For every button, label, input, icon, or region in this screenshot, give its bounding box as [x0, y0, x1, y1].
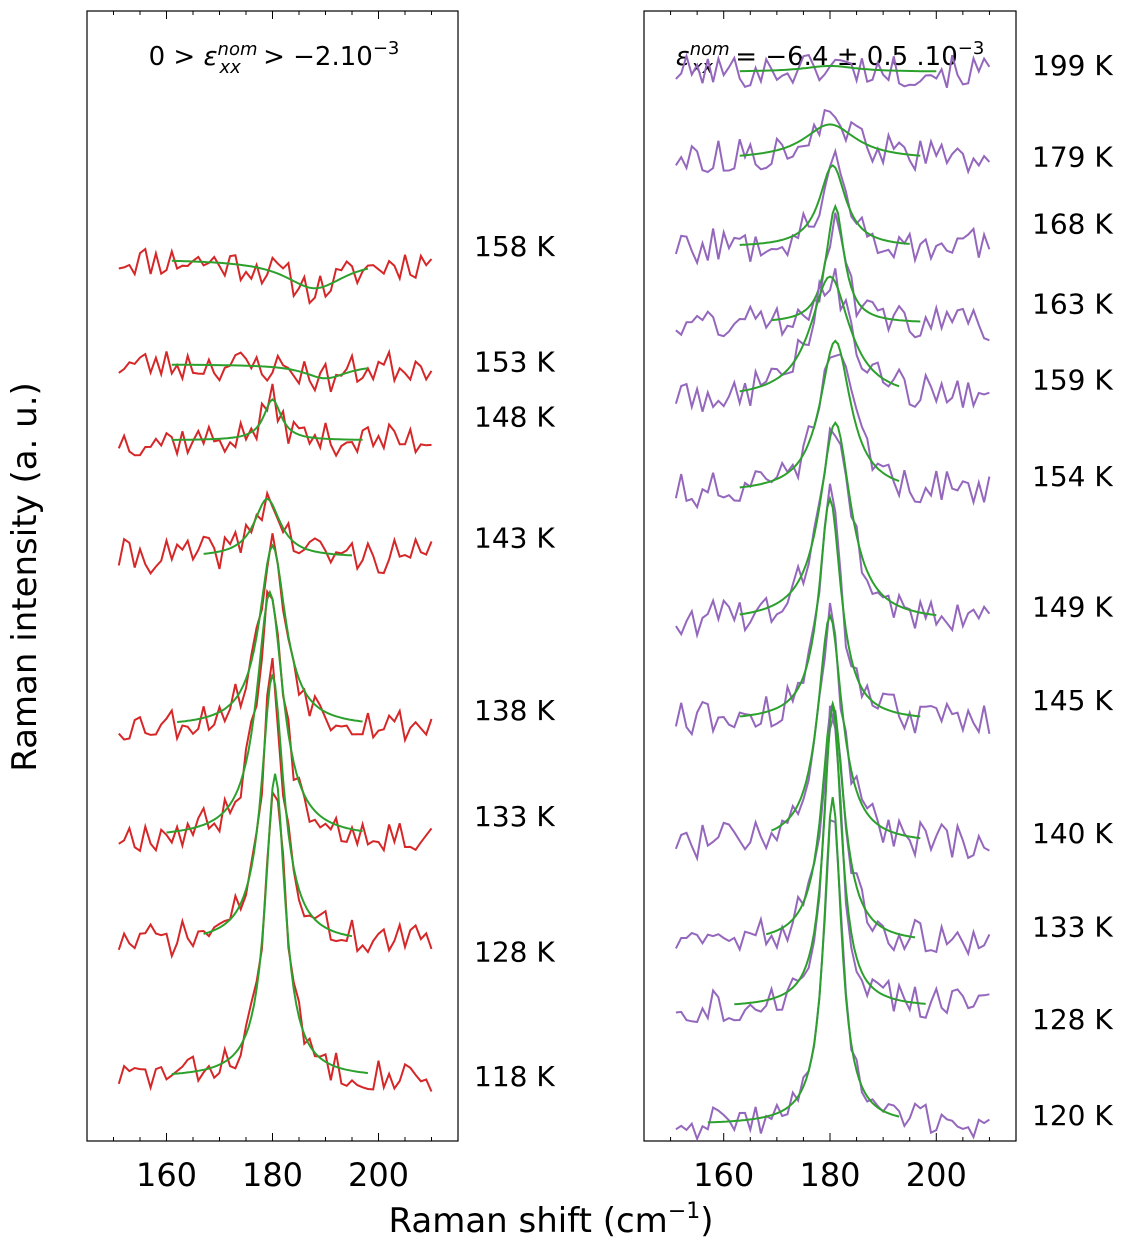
spectrum-line-140K [674, 602, 990, 862]
spectrum-line-179K [675, 108, 991, 175]
spectrum-line-128K [117, 657, 433, 960]
spectrum-line-148K [117, 383, 432, 458]
fit-line-128K [203, 674, 353, 938]
x-tick-label: 180 [799, 1156, 860, 1194]
fit-line-154K [739, 339, 900, 489]
spectrum-line-154K [674, 353, 991, 510]
fit-line-120K [707, 797, 900, 1124]
spectrum-line-143K [117, 489, 433, 576]
temperature-label: 120 K [1032, 1099, 1113, 1132]
temperature-label: 179 K [1032, 141, 1113, 174]
temperature-label: 133 K [474, 800, 555, 833]
left-spectra [117, 247, 433, 1092]
fit-line-159K [739, 275, 900, 393]
temperature-label: 128 K [474, 935, 555, 968]
x-tick-label: 160 [136, 1156, 197, 1194]
right-temperature-labels: 199 K 179 K 168 K 163 K 159 K 154 K 149 K 145 K… [1032, 49, 1113, 1132]
fit-line-163K [771, 203, 921, 323]
x-tick-label: 200 [906, 1156, 967, 1194]
temperature-label: 145 K [1032, 684, 1113, 717]
temperature-label: 140 K [1032, 817, 1113, 850]
spectrum-line-118K [117, 789, 433, 1092]
spectrum-line-145K [674, 483, 991, 737]
spectrum-line-199K [675, 52, 991, 88]
fit-line-133K [765, 699, 916, 939]
left-panel: 0 > εnom xx > −2.10−3 160 180 200 158 K 153 … [86, 10, 555, 1194]
temperature-label: 143 K [474, 521, 555, 554]
spectrum-line-128K [675, 705, 990, 1024]
spectrum-line-158K [118, 247, 433, 306]
fit-line-158K [171, 259, 369, 290]
left-x-ticks: 160 180 200 [113, 11, 432, 1194]
temperature-label: 149 K [1032, 591, 1113, 624]
spectrum-line-133K [118, 588, 433, 853]
temperature-label: 158 K [474, 230, 555, 263]
temperature-label: 163 K [1032, 287, 1113, 320]
temperature-label: 154 K [1032, 460, 1113, 493]
fit-line-168K [739, 164, 910, 246]
fit-line-145K [739, 495, 921, 718]
x-tick-label: 160 [693, 1156, 754, 1194]
fit-line-148K [171, 398, 363, 441]
temperature-label: 118 K [474, 1060, 555, 1093]
fit-line-140K [771, 612, 921, 840]
fit-line-179K [739, 123, 921, 157]
fit-line-118K [171, 773, 369, 1075]
fit-line-133K [166, 589, 363, 834]
temperature-label: 128 K [1032, 1003, 1113, 1036]
spectrum-line-138K [118, 533, 433, 744]
x-tick-label: 200 [348, 1156, 409, 1194]
spectrum-line-133K [675, 709, 991, 957]
fit-line-128K [734, 703, 926, 1006]
x-tick-label: 180 [242, 1156, 303, 1194]
left-temperature-labels: 158 K 153 K 148 K 143 K 138 K 133 K 128 K 118 K [474, 230, 555, 1093]
spectrum-line-168K [674, 147, 991, 266]
temperature-label: 199 K [1032, 49, 1113, 82]
fit-line-138K [176, 543, 363, 724]
right-plot-frame [643, 10, 1017, 1142]
temperature-label: 159 K [1032, 363, 1113, 396]
spectrum-line-120K [675, 818, 990, 1142]
right-panel: εnom xx = −6.4 ± 0.5 .10−3 160 180 200 199 … [643, 10, 1113, 1194]
fit-line-153K [171, 363, 369, 380]
fit-line-149K [739, 420, 937, 617]
temperature-label: 148 K [474, 400, 555, 433]
temperature-label: 133 K [1032, 910, 1113, 943]
temperature-label: 153 K [474, 345, 555, 378]
spectrum-line-149K [675, 426, 991, 639]
spectrum-line-159K [674, 268, 990, 412]
temperature-label: 168 K [1032, 207, 1113, 240]
right-spectra [674, 52, 991, 1142]
fit-line-143K [203, 497, 353, 557]
spectrum-line-163K [675, 212, 990, 342]
left-panel-title: 0 > εnom xx > −2.10−3 [149, 38, 400, 78]
left-plot-frame [86, 10, 459, 1142]
x-axis-label: Raman shift (cm−1) [388, 1199, 713, 1241]
temperature-label: 138 K [474, 694, 555, 727]
right-x-ticks: 160 180 200 [670, 11, 990, 1194]
fit-line-199K [739, 64, 937, 73]
spectrum-line-153K [118, 348, 433, 393]
y-axis-label: Raman intensity (a. u.) [5, 382, 45, 772]
